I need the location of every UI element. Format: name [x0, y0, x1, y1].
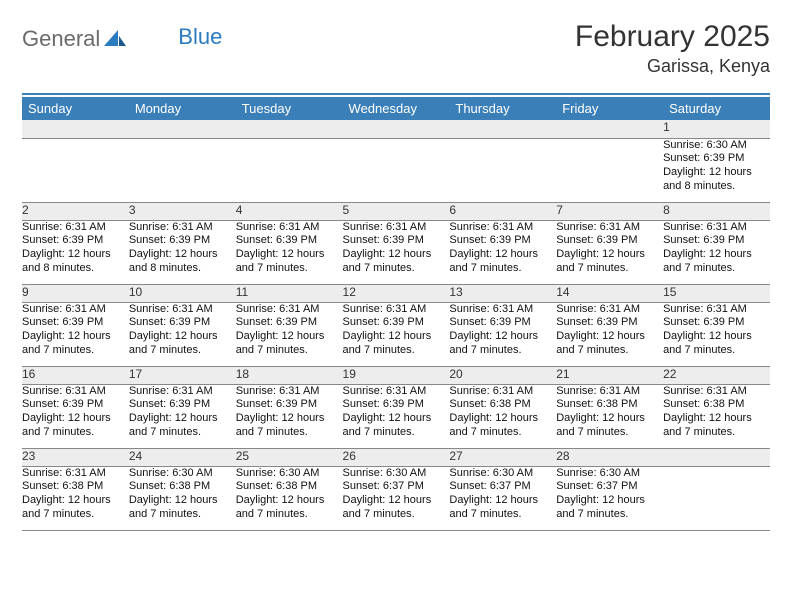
day-content-cell: Sunrise: 6:31 AMSunset: 6:39 PMDaylight:…	[236, 384, 343, 448]
day-number-row: 232425262728	[22, 448, 770, 466]
day-number-cell: 7	[556, 202, 663, 220]
day-content-cell: Sunrise: 6:30 AMSunset: 6:37 PMDaylight:…	[449, 466, 556, 530]
day-content-cell: Sunrise: 6:31 AMSunset: 6:39 PMDaylight:…	[236, 302, 343, 366]
day-content-cell: Sunrise: 6:31 AMSunset: 6:38 PMDaylight:…	[22, 466, 129, 530]
day-content-cell: Sunrise: 6:31 AMSunset: 6:39 PMDaylight:…	[663, 220, 770, 284]
day-number-cell: 11	[236, 284, 343, 302]
day-number-cell: 14	[556, 284, 663, 302]
day-number-cell: 18	[236, 366, 343, 384]
day-number-cell: 26	[343, 448, 450, 466]
day-content-cell: Sunrise: 6:30 AMSunset: 6:37 PMDaylight:…	[343, 466, 450, 530]
day-content-cell: Sunrise: 6:31 AMSunset: 6:39 PMDaylight:…	[129, 302, 236, 366]
day-content-cell: Sunrise: 6:31 AMSunset: 6:39 PMDaylight:…	[343, 220, 450, 284]
day-content-cell	[663, 466, 770, 530]
day-content-cell: Sunrise: 6:31 AMSunset: 6:39 PMDaylight:…	[663, 302, 770, 366]
day-number-cell	[663, 448, 770, 466]
day-number-cell	[343, 120, 450, 138]
weekday-wed: Wednesday	[343, 97, 450, 120]
day-number-cell: 5	[343, 202, 450, 220]
day-content-row: Sunrise: 6:31 AMSunset: 6:39 PMDaylight:…	[22, 384, 770, 448]
day-content-cell: Sunrise: 6:31 AMSunset: 6:38 PMDaylight:…	[449, 384, 556, 448]
day-number-cell	[22, 120, 129, 138]
day-number-cell: 16	[22, 366, 129, 384]
brand-logo: General Blue	[22, 26, 222, 52]
day-content-row: Sunrise: 6:30 AMSunset: 6:39 PMDaylight:…	[22, 138, 770, 202]
day-number-cell	[129, 120, 236, 138]
day-number-cell: 21	[556, 366, 663, 384]
page-header: General Blue February 2025 Garissa, Keny…	[22, 20, 770, 81]
day-content-cell: Sunrise: 6:31 AMSunset: 6:39 PMDaylight:…	[22, 384, 129, 448]
day-number-cell: 13	[449, 284, 556, 302]
day-content-cell: Sunrise: 6:31 AMSunset: 6:39 PMDaylight:…	[556, 220, 663, 284]
day-number-cell: 24	[129, 448, 236, 466]
day-number-cell: 25	[236, 448, 343, 466]
day-number-cell	[236, 120, 343, 138]
day-content-cell: Sunrise: 6:31 AMSunset: 6:38 PMDaylight:…	[663, 384, 770, 448]
day-number-cell: 1	[663, 120, 770, 138]
day-number-cell: 17	[129, 366, 236, 384]
day-content-cell: Sunrise: 6:31 AMSunset: 6:39 PMDaylight:…	[236, 220, 343, 284]
day-number-cell: 27	[449, 448, 556, 466]
day-number-cell: 3	[129, 202, 236, 220]
brand-word1: General	[22, 26, 100, 52]
day-content-cell: Sunrise: 6:31 AMSunset: 6:39 PMDaylight:…	[343, 384, 450, 448]
day-number-cell: 6	[449, 202, 556, 220]
day-number-cell: 19	[343, 366, 450, 384]
header-rule	[22, 93, 770, 95]
day-number-row: 16171819202122	[22, 366, 770, 384]
day-content-cell	[449, 138, 556, 202]
weekday-header-row: Sunday Monday Tuesday Wednesday Thursday…	[22, 97, 770, 120]
day-number-cell: 8	[663, 202, 770, 220]
day-content-cell	[343, 138, 450, 202]
calendar-table: Sunday Monday Tuesday Wednesday Thursday…	[22, 97, 770, 531]
day-content-cell: Sunrise: 6:31 AMSunset: 6:39 PMDaylight:…	[449, 220, 556, 284]
day-content-row: Sunrise: 6:31 AMSunset: 6:39 PMDaylight:…	[22, 302, 770, 366]
day-number-cell: 12	[343, 284, 450, 302]
brand-word2: Blue	[178, 24, 222, 49]
day-content-row: Sunrise: 6:31 AMSunset: 6:38 PMDaylight:…	[22, 466, 770, 530]
day-content-cell	[22, 138, 129, 202]
day-content-cell	[236, 138, 343, 202]
day-number-cell: 28	[556, 448, 663, 466]
title-block: February 2025 Garissa, Kenya	[575, 20, 770, 81]
weekday-fri: Friday	[556, 97, 663, 120]
day-content-cell: Sunrise: 6:31 AMSunset: 6:38 PMDaylight:…	[556, 384, 663, 448]
day-content-cell: Sunrise: 6:31 AMSunset: 6:39 PMDaylight:…	[22, 302, 129, 366]
weekday-tue: Tuesday	[236, 97, 343, 120]
weekday-thu: Thursday	[449, 97, 556, 120]
day-number-cell: 2	[22, 202, 129, 220]
day-number-cell: 4	[236, 202, 343, 220]
day-number-cell: 10	[129, 284, 236, 302]
day-content-cell	[129, 138, 236, 202]
day-content-cell: Sunrise: 6:31 AMSunset: 6:39 PMDaylight:…	[556, 302, 663, 366]
day-number-cell: 23	[22, 448, 129, 466]
day-number-cell: 22	[663, 366, 770, 384]
location-label: Garissa, Kenya	[575, 56, 770, 77]
day-number-row: 2345678	[22, 202, 770, 220]
day-number-cell: 9	[22, 284, 129, 302]
day-content-row: Sunrise: 6:31 AMSunset: 6:39 PMDaylight:…	[22, 220, 770, 284]
day-number-row: 9101112131415	[22, 284, 770, 302]
day-content-cell: Sunrise: 6:30 AMSunset: 6:38 PMDaylight:…	[236, 466, 343, 530]
weekday-sun: Sunday	[22, 97, 129, 120]
calendar-body: 1Sunrise: 6:30 AMSunset: 6:39 PMDaylight…	[22, 120, 770, 530]
day-number-cell: 15	[663, 284, 770, 302]
day-number-row: 1	[22, 120, 770, 138]
day-content-cell	[556, 138, 663, 202]
weekday-sat: Saturday	[663, 97, 770, 120]
day-content-cell: Sunrise: 6:31 AMSunset: 6:39 PMDaylight:…	[449, 302, 556, 366]
day-content-cell: Sunrise: 6:30 AMSunset: 6:38 PMDaylight:…	[129, 466, 236, 530]
day-number-cell	[556, 120, 663, 138]
month-title: February 2025	[575, 20, 770, 54]
day-number-cell	[449, 120, 556, 138]
day-content-cell: Sunrise: 6:31 AMSunset: 6:39 PMDaylight:…	[22, 220, 129, 284]
weekday-mon: Monday	[129, 97, 236, 120]
day-number-cell: 20	[449, 366, 556, 384]
day-content-cell: Sunrise: 6:31 AMSunset: 6:39 PMDaylight:…	[129, 220, 236, 284]
day-content-cell: Sunrise: 6:30 AMSunset: 6:37 PMDaylight:…	[556, 466, 663, 530]
sail-icon	[104, 30, 126, 48]
day-content-cell: Sunrise: 6:31 AMSunset: 6:39 PMDaylight:…	[129, 384, 236, 448]
day-content-cell: Sunrise: 6:31 AMSunset: 6:39 PMDaylight:…	[343, 302, 450, 366]
day-content-cell: Sunrise: 6:30 AMSunset: 6:39 PMDaylight:…	[663, 138, 770, 202]
